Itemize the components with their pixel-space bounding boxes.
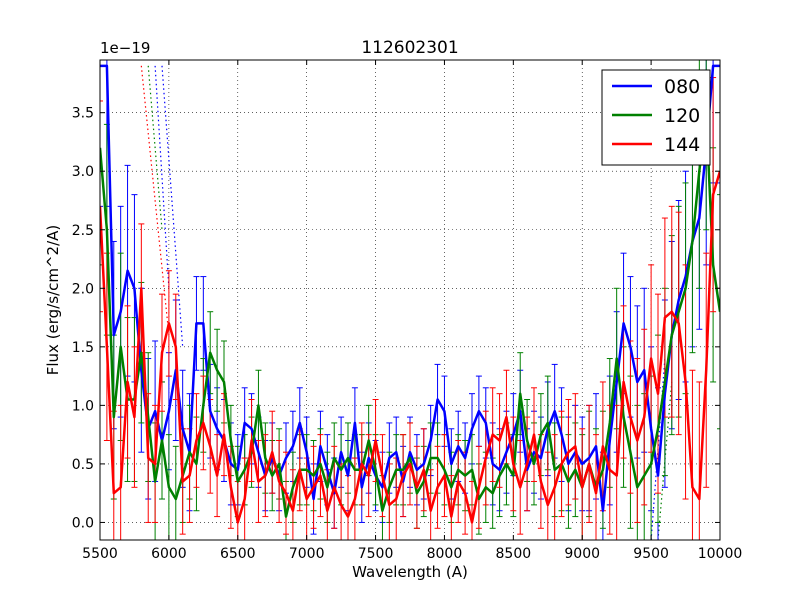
ticks: 5500 6000 6500 7000 7500 8000 8500 9000 9500 1000… <box>72 60 743 562</box>
dotted-extension-120 <box>147 65 163 230</box>
x-tick-label: 5500 <box>82 546 118 562</box>
x-tick-label: 7500 <box>358 546 394 562</box>
x-tick-label: 7000 <box>289 546 325 562</box>
y-tick-label: 2.5 <box>72 223 94 239</box>
series-080-line <box>100 64 720 512</box>
series-layer <box>100 60 720 540</box>
legend: 080 120 144 <box>601 69 711 166</box>
x-tick-label: 8000 <box>427 546 463 562</box>
x-tick-label: 9500 <box>633 546 669 562</box>
dotted-extension-080 <box>161 65 184 347</box>
y-scale-offset: 1e−19 <box>100 39 150 57</box>
x-axis-label: Wavelength (A) <box>352 563 468 581</box>
series-144-line <box>100 170 720 524</box>
x-tick-label: 6500 <box>220 546 256 562</box>
y-tick-label: 3.0 <box>72 164 94 180</box>
x-tick-label: 10000 <box>698 546 743 562</box>
dotted-extension-144 <box>140 65 170 336</box>
y-tick-label: 0.0 <box>72 515 94 531</box>
y-tick-label: 1.0 <box>72 398 94 414</box>
plot-frame <box>99 59 721 541</box>
x-tick-label: 9000 <box>564 546 600 562</box>
y-axis-label: Flux (erg/s/cm^2/A) <box>44 225 62 376</box>
legend-label-120: 120 <box>664 105 700 127</box>
legend-label-080: 080 <box>664 76 700 98</box>
dotted-extension-080 <box>154 65 170 289</box>
y-tick-label: 0.5 <box>72 457 94 473</box>
x-tick-label: 6000 <box>151 546 187 562</box>
chart-title: 112602301 <box>361 38 458 58</box>
y-tick-label: 2.0 <box>72 281 94 297</box>
x-tick-label: 8500 <box>496 546 532 562</box>
legend-label-144: 144 <box>664 134 700 156</box>
y-tick-label: 1.5 <box>72 340 94 356</box>
y-tick-label: 3.5 <box>72 106 94 122</box>
series-120-line <box>100 111 720 518</box>
